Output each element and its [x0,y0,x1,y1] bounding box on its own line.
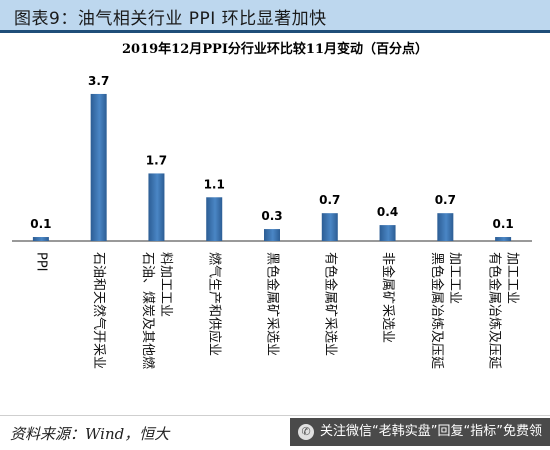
tick-label-7-0: 黑色金属冶炼及压延 [429,252,445,369]
tick-label-2-0: 石油、煤炭及其他燃 [140,252,156,369]
value-label-0: 0.1 [30,217,51,231]
bar-0 [32,237,49,241]
value-label-7: 0.7 [435,193,456,207]
bar-1 [90,93,107,241]
value-labels-group: 0.1 3.7 1.7 1.1 0.3 0.7 0.4 0.7 0.1 [30,74,513,231]
watermark-banner: ✆ 关注微信“老韩实盘”回复“指标”免费领 [290,418,550,446]
tick-label-2-1: 料加工工业 [158,252,173,317]
value-label-1: 3.7 [88,74,109,88]
tick-label-1-0: 石油和天然气开采业 [91,252,107,369]
bars-group [32,93,512,241]
bar-7 [437,213,454,241]
tick-label-4-0: 黑色金属矿采选业 [265,252,281,356]
bar-5 [321,213,338,241]
figure-header-text: 图表9：油气相关行业 PPI 环比显著加快 [14,9,327,29]
source-note: 资料来源：Wind，恒大 [10,425,170,443]
tick-label-8-0: 有色金属冶炼及压延 [487,252,503,369]
value-label-2: 1.7 [146,153,167,167]
footer: 资料来源：Wind，恒大 ✆ 关注微信“老韩实盘”回复“指标”免费领 [0,415,550,450]
value-label-4: 0.3 [261,209,282,223]
value-label-5: 0.7 [319,193,340,207]
tick-label-5-0: 有色金属矿采选业 [322,252,338,356]
bar-4 [264,229,280,241]
bar-3 [206,197,223,241]
bar-2 [148,173,165,241]
value-label-3: 1.1 [204,177,225,191]
value-label-6: 0.4 [377,205,398,219]
value-label-8: 0.1 [492,217,513,231]
header-rule [0,30,550,33]
chart-title: 2019年12月PPI分行业环比较11月变动（百分点） [122,42,428,57]
tick-label-3-0: 燃气生产和供应业 [207,252,223,356]
figure-header: 图表9：油气相关行业 PPI 环比显著加快 [0,0,550,30]
wechat-logo-icon: ✆ [298,423,315,440]
tick-label-6-0: 非金属矿采选业 [380,252,396,343]
tick-label-8-1: 加工工业 [505,252,520,304]
bar-6 [379,225,396,241]
tick-labels-group: PPI 石油和天然气开采业 石油、煤炭及其他燃 料加工工业 燃气生产和供应业 黑色金属矿采… [33,252,519,369]
watermark-text: 关注微信“老韩实盘”回复“指标”免费领 [320,424,542,439]
bar-8 [495,237,512,241]
tick-label-0-0: PPI [33,252,48,272]
tick-label-7-1: 加工工业 [447,252,462,304]
